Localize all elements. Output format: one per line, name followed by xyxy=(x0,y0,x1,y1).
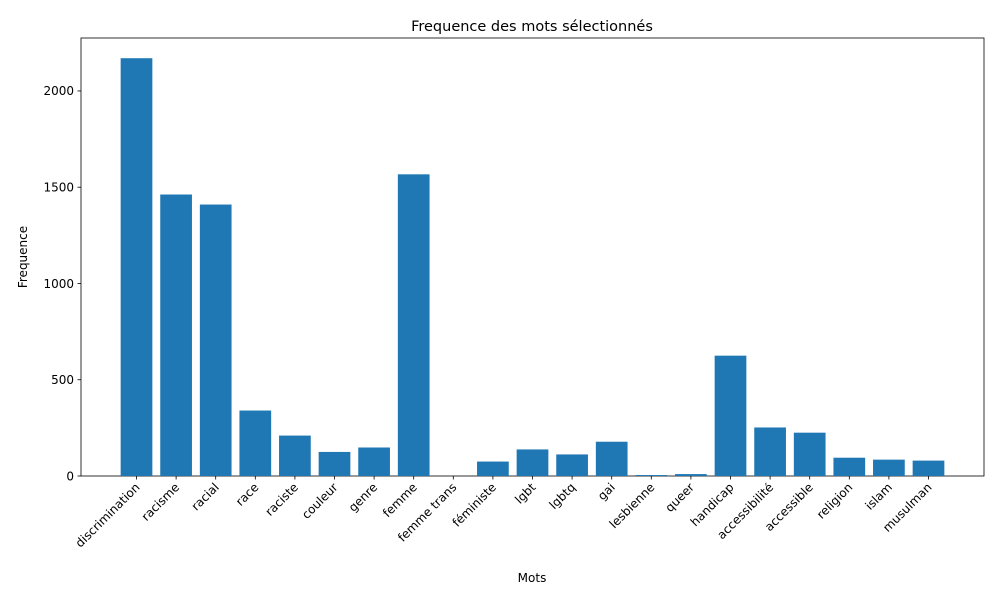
x-tick-label: raciste xyxy=(262,480,301,519)
x-tick-label: queer xyxy=(662,480,697,515)
bar-religion xyxy=(833,457,866,476)
x-tick-label: lgbtq xyxy=(546,480,578,512)
bar-gai xyxy=(595,441,628,476)
y-tick-label: 500 xyxy=(51,373,74,387)
y-tick-label: 2000 xyxy=(43,84,74,98)
bar-raciste xyxy=(279,435,311,476)
chart-title: Frequence des mots sélectionnés xyxy=(411,19,653,35)
x-tick-label: racisme xyxy=(139,480,183,524)
y-tick-label: 1000 xyxy=(43,277,74,291)
x-tick-label: religion xyxy=(814,480,855,521)
bar-femme xyxy=(397,174,430,476)
bar-racisme xyxy=(160,194,192,476)
bar-lgbt xyxy=(516,449,549,476)
bars-group xyxy=(120,58,945,477)
x-tick-label: féministe xyxy=(450,480,499,529)
x-axis-title: Mots xyxy=(518,571,547,585)
x-tick-label: genre xyxy=(346,480,380,514)
y-tick-label: 0 xyxy=(66,469,74,483)
x-tick-label: discrimination xyxy=(73,480,143,550)
x-tick-label: femme xyxy=(380,480,420,520)
bar-couleur xyxy=(318,451,351,476)
bar-handicap xyxy=(714,355,747,476)
bar-musulman xyxy=(912,460,945,476)
bar-accessibilité xyxy=(754,427,786,476)
x-tick-label: race xyxy=(233,480,261,508)
x-tick-label: lgbt xyxy=(512,480,539,507)
bar-racial xyxy=(199,204,232,477)
x-tick-label: islam xyxy=(863,480,896,513)
bar-accessible xyxy=(793,432,826,476)
bar-lesbienne xyxy=(635,475,668,476)
x-tick-label: racial xyxy=(189,480,222,513)
bar-islam xyxy=(873,459,905,476)
bar-genre xyxy=(358,447,390,476)
y-axis: 0 500 1000 1500 2000 xyxy=(43,84,81,483)
bar-queer xyxy=(675,474,707,476)
bar-lgbtq xyxy=(556,454,588,476)
bar-féministe xyxy=(477,461,509,476)
y-tick-label: 1500 xyxy=(43,181,74,195)
bar-race xyxy=(239,410,272,476)
bar-discrimination xyxy=(120,58,153,476)
y-axis-title: Frequence xyxy=(16,226,30,288)
x-tick-label: gai xyxy=(595,480,618,503)
x-tick-label: couleur xyxy=(299,480,341,522)
